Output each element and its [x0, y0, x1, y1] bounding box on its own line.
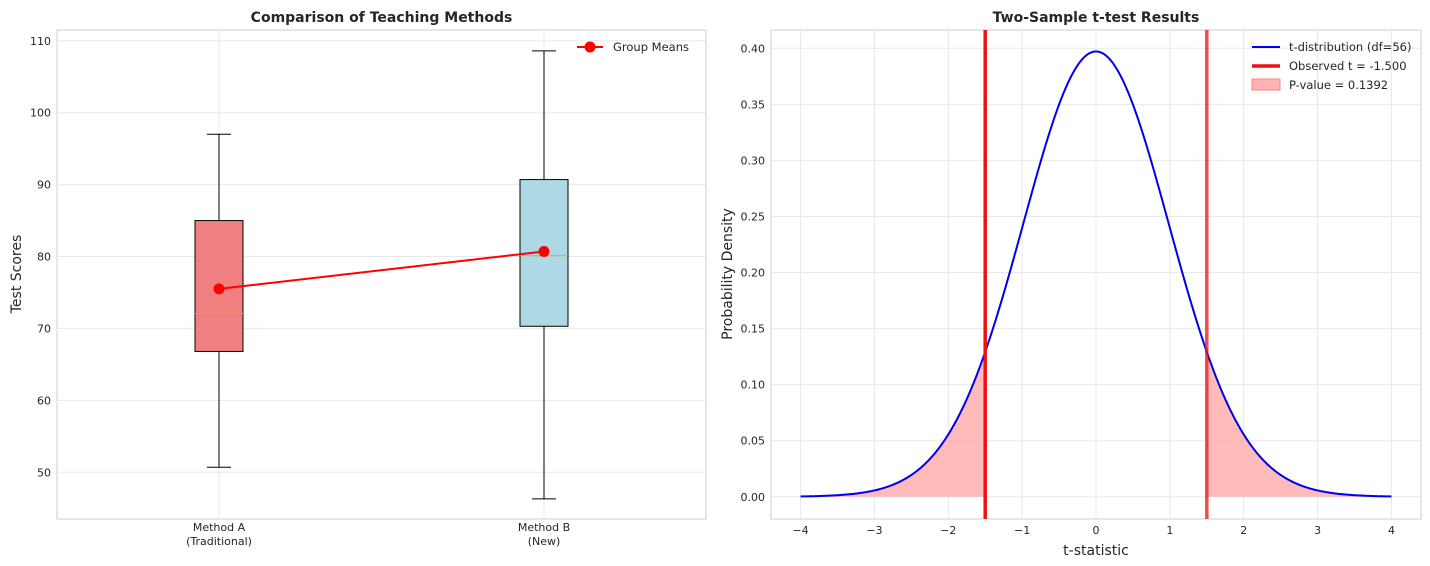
y-tick-label: 90: [37, 179, 51, 192]
group-means-line: [218, 250, 545, 290]
y-tick-label: 0.10: [741, 379, 766, 392]
p-value-region: [800, 351, 1392, 497]
y-tick-label: 0.05: [741, 435, 766, 448]
y-tick-label: 60: [37, 394, 51, 407]
legend-group-means-label: Group Means: [613, 40, 689, 54]
x-tick-label: (Traditional): [186, 535, 252, 548]
observed-t-lines: [983, 30, 1209, 519]
ttest-title: Two-Sample t-test Results: [993, 10, 1200, 26]
boxplot-legend: Group Means: [577, 40, 689, 54]
x-tick-label: −4: [792, 524, 808, 537]
x-tick-label: −2: [940, 524, 956, 537]
ttest-y-axis-label: Probability Density: [720, 208, 736, 340]
x-tick-label: Method B: [518, 521, 570, 534]
group-means-series: [213, 245, 550, 295]
t-distribution-line: [800, 50, 1392, 498]
group-mean-point: [213, 283, 225, 295]
x-tick-label: (New): [528, 535, 561, 548]
x-tick-label: 3: [1314, 524, 1321, 537]
x-tick-label: −1: [1014, 524, 1030, 537]
legend-t-distribution-label: t-distribution (df=56): [1289, 40, 1411, 54]
x-tick-label: 0: [1093, 524, 1100, 537]
y-tick-label: 0.15: [741, 323, 766, 336]
y-tick-label: 0.30: [741, 154, 766, 167]
boxplot-y-axis-label: Test Scores: [9, 235, 25, 315]
t-distribution-curve: [800, 50, 1392, 498]
y-tick-label: 70: [37, 322, 51, 335]
ttest-legend: t-distribution (df=56) Observed t = -1.5…: [1251, 40, 1411, 92]
boxplot-title: Comparison of Teaching Methods: [251, 10, 513, 26]
boxplot-y-ticks: 50 60 70 80 90 100 110: [30, 35, 51, 479]
y-tick-label: 0.00: [741, 491, 766, 504]
y-tick-label: 100: [30, 107, 51, 120]
y-tick-label: 0.40: [741, 42, 766, 55]
group-mean-point: [538, 245, 550, 257]
legend-p-value-swatch: [1251, 78, 1281, 91]
ttest-x-ticks: −4 −3 −2 −1 0 1 2 3 4: [792, 524, 1395, 537]
y-tick-label: 80: [37, 251, 51, 264]
boxplot-x-ticks: Method A(Traditional) Method B(New): [186, 521, 570, 548]
y-tick-label: 110: [30, 35, 51, 48]
y-tick-label: 0.25: [741, 210, 766, 223]
p-value-right-tail: [1206, 351, 1392, 497]
boxplot-plot-area: [56, 29, 707, 520]
x-tick-label: 4: [1388, 524, 1395, 537]
y-tick-label: 0.35: [741, 98, 766, 111]
legend-observed-t-label: Observed t = -1.500: [1289, 59, 1407, 73]
legend-group-means-marker: [584, 41, 596, 53]
p-value-left-tail: [800, 351, 986, 497]
x-tick-label: Method A: [193, 521, 246, 534]
y-tick-label: 0.20: [741, 267, 766, 280]
x-tick-label: 1: [1166, 524, 1173, 537]
ttest-panel: 0.000.050.100.150.200.250.300.350.40 −4−…: [720, 10, 1422, 559]
x-tick-label: 2: [1240, 524, 1247, 537]
ttest-x-axis-label: t-statistic: [1063, 543, 1129, 559]
ttest-y-ticks: 0.00 0.05 0.10 0.15 0.20 0.25 0.30 0.35 0.40: [741, 42, 766, 504]
legend-p-value-label: P-value = 0.1392: [1289, 78, 1388, 92]
x-tick-label: −3: [866, 524, 882, 537]
y-tick-label: 50: [37, 466, 51, 479]
